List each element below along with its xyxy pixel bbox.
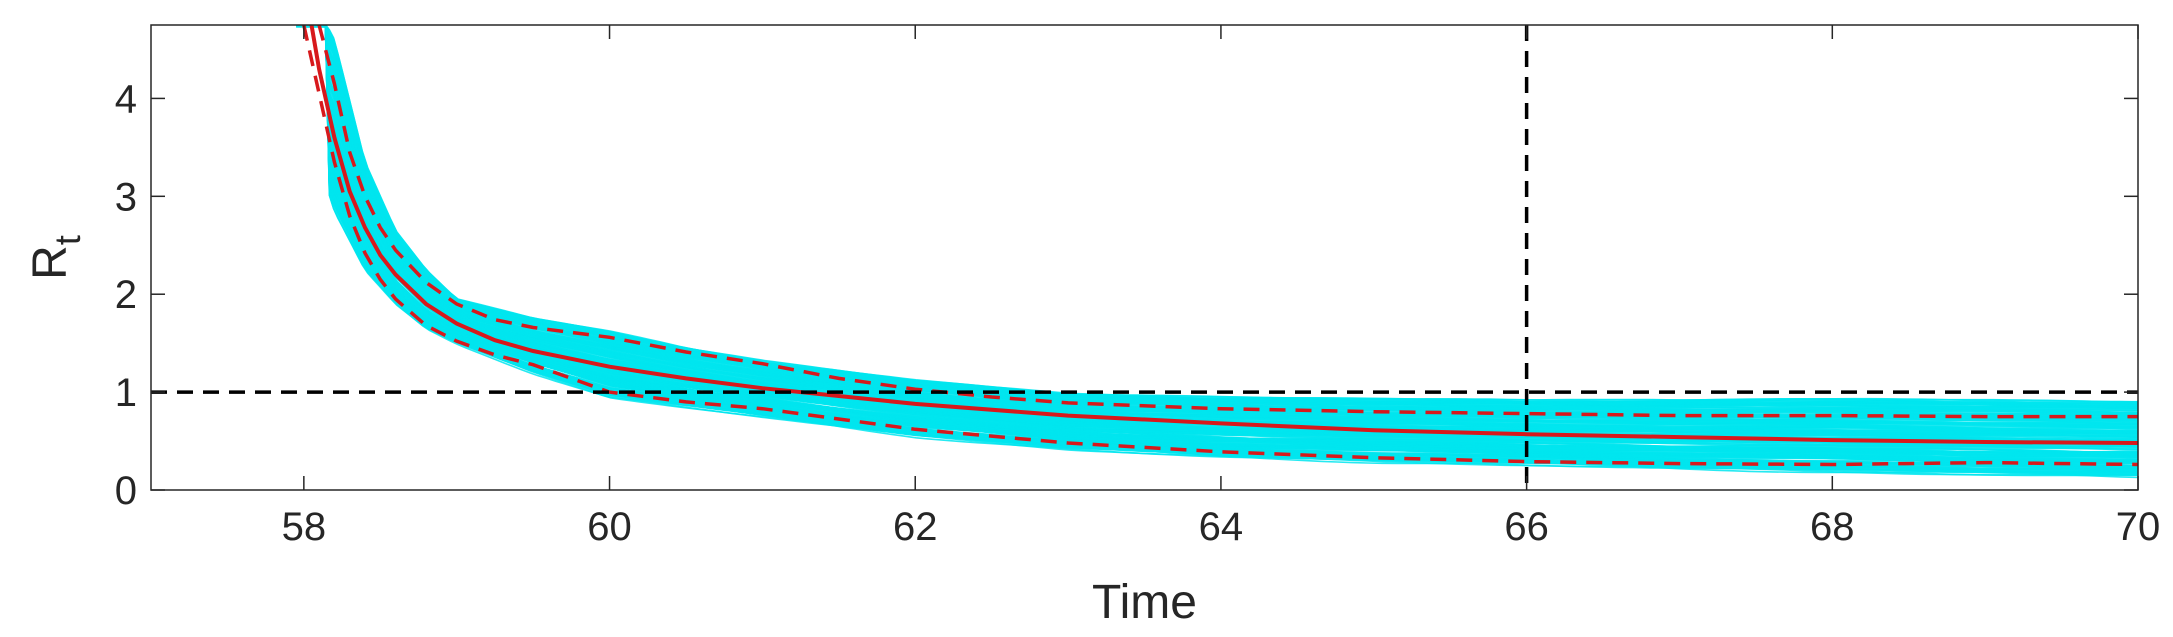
ensemble-trajectory — [296, 25, 2138, 425]
x-tick-label: 66 — [1504, 505, 1549, 549]
y-tick-label: 4 — [115, 77, 137, 121]
ensemble-trajectory — [324, 25, 2138, 439]
tick-labels: 58 60 62 64 66 68 70 0 1 2 3 4 — [115, 77, 2161, 549]
ensemble-trajectory — [296, 25, 2138, 460]
ensemble-trajectory — [296, 25, 2138, 464]
axes — [150, 24, 2139, 491]
x-tick-label: 68 — [1810, 505, 1855, 549]
axes-box — [150, 24, 2139, 491]
ensemble-trajectory — [324, 25, 2138, 455]
y-axis-title-subscript: t — [47, 235, 88, 245]
ensemble-trajectory — [296, 25, 2138, 454]
mean-line — [309, 25, 2138, 445]
series-layer — [302, 25, 2138, 467]
ensemble-trajectory — [296, 25, 2138, 462]
lower-bound-line — [302, 25, 2138, 467]
x-tick-label: 62 — [893, 505, 938, 549]
y-tick-label: 1 — [115, 371, 137, 415]
ensemble-trajectory — [296, 25, 2138, 455]
y-axis-title-main: R — [24, 245, 77, 280]
ensemble-trajectory — [296, 25, 2138, 456]
reference-lines — [151, 25, 2138, 490]
x-tick-label: 64 — [1199, 505, 1244, 549]
ensemble-trajectory — [296, 25, 2138, 456]
x-axis-title: Time — [1092, 576, 1197, 629]
plot-area — [151, 25, 2138, 490]
ensemble-trajectory — [296, 25, 2138, 462]
ensemble-trajectory — [296, 25, 2138, 461]
x-tick-label: 58 — [282, 505, 327, 549]
ensemble-trajectory — [296, 25, 2138, 455]
x-tick-label: 70 — [2116, 505, 2161, 549]
ensemble-trajectory — [296, 25, 2138, 461]
ensemble-trajectory — [324, 25, 2138, 456]
ensemble-trajectory — [296, 25, 2138, 403]
ensemble-trajectory — [296, 25, 2138, 454]
ensemble-trajectory — [296, 25, 2138, 462]
ensemble-trajectory — [296, 25, 2138, 475]
ensemble-trajectories — [296, 25, 2138, 479]
ensemble-trajectory — [296, 25, 2138, 453]
x-tick-label: 60 — [587, 505, 632, 549]
y-axis-title: Rt — [24, 235, 88, 280]
ensemble-trajectory — [296, 25, 2138, 454]
ensemble-trajectory — [296, 25, 2138, 454]
ensemble-trajectory — [296, 25, 2138, 467]
ensemble-trajectory — [296, 25, 2138, 407]
ensemble-trajectory — [296, 25, 2138, 415]
y-tick-label: 0 — [115, 469, 137, 513]
ensemble-trajectory — [296, 25, 2138, 454]
y-tick-label: 2 — [115, 273, 137, 317]
y-tick-label: 3 — [115, 175, 137, 219]
